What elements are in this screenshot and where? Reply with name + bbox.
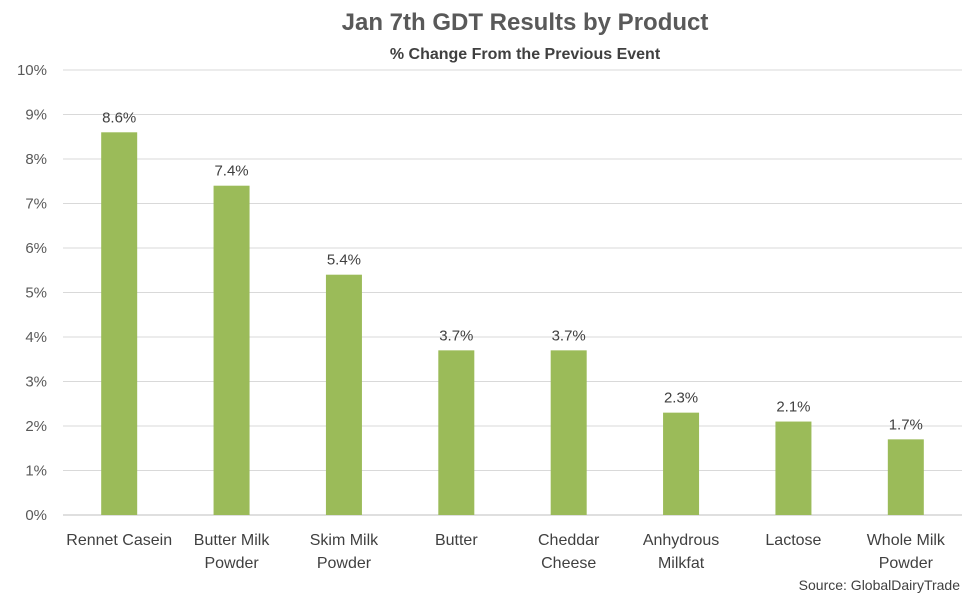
bar [101, 132, 138, 516]
data-label: 8.6% [102, 109, 136, 126]
bar [325, 274, 362, 515]
data-label: 2.3% [664, 390, 698, 407]
category-label: Cheddar Cheese [538, 532, 600, 572]
category-label: Butter [435, 532, 478, 549]
y-tick-label: 6% [25, 240, 47, 257]
category-label: Anhydrous Milkfat [643, 532, 720, 572]
bar [663, 412, 700, 515]
data-label: 3.7% [552, 327, 586, 344]
bars [101, 132, 924, 516]
y-tick-label: 2% [25, 418, 47, 435]
data-label: 1.7% [889, 416, 923, 433]
category-label: Skim Milk Powder [310, 532, 379, 572]
category-label: Butter Milk Powder [194, 532, 271, 572]
y-tick-label: 10% [17, 62, 47, 79]
data-label: 5.4% [327, 252, 361, 269]
y-tick-label: 3% [25, 374, 47, 391]
bar [887, 439, 924, 515]
y-tick-label: 7% [25, 196, 47, 213]
category-label: Rennet Casein [66, 532, 172, 549]
data-labels: 8.6% 7.4% 5.4% 3.7% 3.7% 2.3% 2.1% 1.7% [102, 109, 923, 433]
category-label: Lactose [765, 532, 821, 549]
y-tick-label: 0% [25, 507, 47, 524]
bar [438, 350, 475, 515]
y-tick-label: 5% [25, 285, 47, 302]
y-tick-label: 1% [25, 463, 47, 480]
source-note: Source: GlobalDairyTrade [799, 577, 961, 593]
category-label: Whole Milk Powder [867, 532, 946, 572]
y-tick-label: 9% [25, 107, 47, 124]
gridlines [63, 69, 962, 516]
bar [775, 421, 812, 515]
data-label: 2.1% [776, 399, 810, 416]
y-tick-label: 8% [25, 151, 47, 168]
chart-subtitle: % Change From the Previous Event [390, 46, 661, 63]
chart-title: Jan 7th GDT Results by Product [342, 9, 709, 36]
data-label: 7.4% [214, 163, 248, 180]
category-labels: Rennet Casein Butter Milk Powder Skim Milk P… [66, 532, 946, 572]
data-label: 3.7% [439, 327, 473, 344]
bar [213, 185, 250, 515]
y-axis-ticks: 0% 1% 2% 3% 4% 5% 6% 7% 8% 9% 10% [17, 62, 47, 524]
y-tick-label: 4% [25, 329, 47, 346]
bar [550, 350, 587, 515]
